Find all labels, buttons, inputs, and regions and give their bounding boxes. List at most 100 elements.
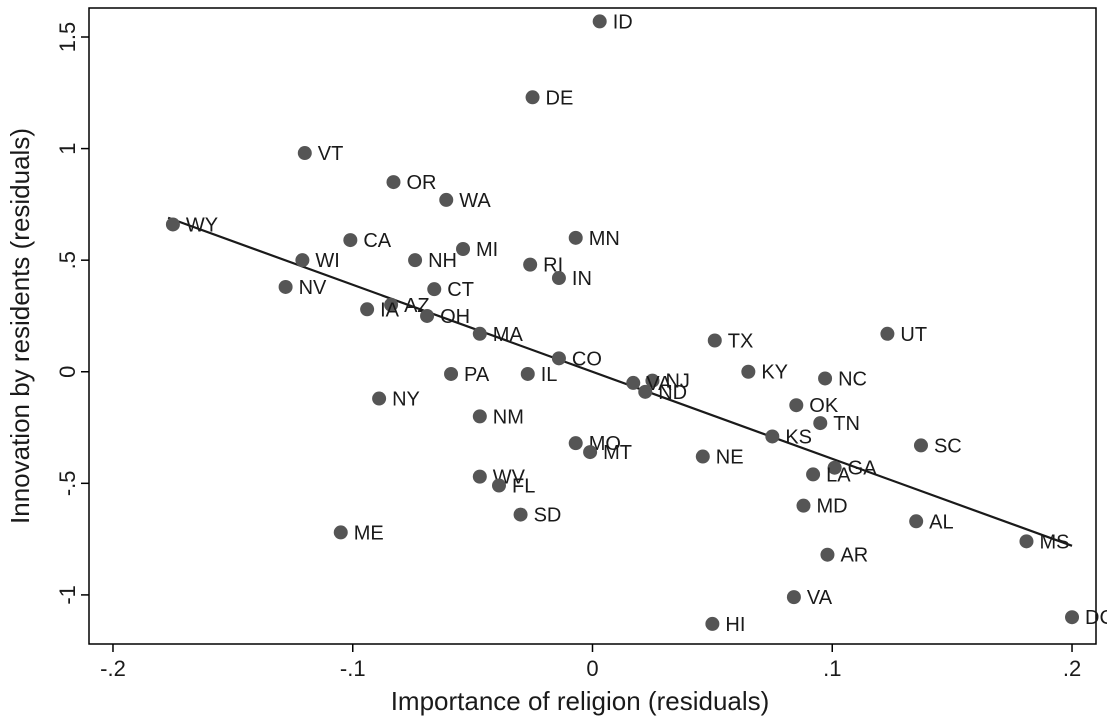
data-point-label: ME	[354, 522, 384, 544]
data-point-label: NH	[428, 250, 457, 272]
data-point	[472, 409, 487, 424]
plot-frame	[88, 7, 1097, 645]
fitted-regression-line	[167, 216, 1073, 547]
data-point-label: VT	[318, 143, 344, 165]
data-point-label: IA	[380, 299, 400, 321]
x-tick-label: .2	[1063, 656, 1081, 681]
data-point	[372, 391, 387, 406]
data-point-label: CO	[572, 348, 602, 370]
data-point-label: OH	[440, 306, 470, 328]
x-tick-label: .1	[823, 656, 841, 681]
data-point	[638, 384, 653, 399]
data-point-label: ID	[613, 11, 633, 33]
data-point-label: NY	[392, 389, 420, 411]
data-point	[705, 616, 720, 631]
data-point-label: DC	[1085, 607, 1107, 629]
data-point-label: WI	[315, 250, 339, 272]
data-point	[551, 271, 566, 286]
data-point-label: CT	[447, 279, 474, 301]
y-tick-label: -1	[55, 585, 80, 605]
data-point	[741, 364, 756, 379]
data-point-label: OR	[406, 172, 436, 194]
data-point-label: NE	[716, 447, 744, 469]
data-point-label: IL	[541, 364, 558, 386]
data-point-label: FL	[512, 476, 535, 498]
data-point	[568, 230, 583, 245]
data-point-label: SD	[534, 505, 562, 527]
data-point-label: SC	[934, 435, 962, 457]
data-point-label: KS	[785, 426, 812, 448]
data-point	[420, 308, 435, 323]
data-point	[818, 371, 833, 386]
data-point	[513, 507, 528, 522]
data-point-label: AR	[840, 545, 868, 567]
data-point-label: KY	[761, 362, 788, 384]
data-point	[384, 297, 399, 312]
data-point	[1065, 610, 1080, 625]
data-point	[525, 90, 540, 105]
data-point-label: TN	[833, 413, 860, 435]
data-point-label: NV	[299, 277, 327, 299]
x-tick-label: -.2	[100, 656, 126, 681]
data-point	[583, 445, 598, 460]
data-point-label: HI	[725, 614, 745, 636]
data-point	[806, 467, 821, 482]
data-point-label: PA	[464, 364, 490, 386]
data-point-label: IN	[572, 268, 592, 290]
x-axis-ticks: -.2 -.1 0 .1 .2	[100, 644, 1081, 681]
data-point-label: MD	[816, 496, 847, 518]
data-point-label: MS	[1039, 531, 1069, 553]
data-point-label: NJ	[665, 371, 689, 393]
data-point	[297, 146, 312, 161]
data-point-label: MI	[476, 239, 498, 261]
data-point-label: WA	[459, 190, 491, 212]
data-point	[444, 366, 459, 381]
data-point	[786, 590, 801, 605]
y-tick-label: -.5	[55, 470, 80, 496]
data-point	[472, 469, 487, 484]
data-point	[408, 253, 423, 268]
data-point	[165, 217, 180, 232]
data-point	[645, 373, 660, 388]
data-point	[592, 14, 607, 29]
data-point	[386, 175, 401, 190]
data-point	[551, 351, 566, 366]
y-axis-ticks: -1 -.5 0 .5 1 1.5	[55, 22, 89, 605]
data-point-label: LA	[826, 464, 851, 486]
data-point	[427, 282, 442, 297]
y-tick-label: 1.5	[55, 22, 80, 53]
data-point	[796, 498, 811, 513]
data-point-label: ND	[658, 382, 687, 404]
data-point	[820, 547, 835, 562]
data-point	[789, 398, 804, 413]
y-tick-label: 1	[55, 142, 80, 154]
data-point-label: TX	[728, 331, 754, 353]
data-point	[456, 242, 471, 257]
data-point	[360, 302, 375, 317]
data-point	[520, 366, 535, 381]
data-point	[813, 416, 828, 431]
data-point	[343, 233, 358, 248]
data-point-label: MN	[589, 228, 620, 250]
data-point	[568, 436, 583, 451]
data-point	[1019, 534, 1034, 549]
data-point	[880, 326, 895, 341]
data-point-label: MA	[493, 324, 524, 346]
data-point	[523, 257, 538, 272]
data-point	[295, 253, 310, 268]
data-point-label: GA	[848, 458, 878, 480]
data-point	[909, 514, 924, 529]
y-tick-label: 0	[55, 366, 80, 378]
data-point	[491, 478, 506, 493]
data-point-label: MT	[603, 442, 632, 464]
data-point-label: AL	[929, 511, 953, 533]
data-point	[913, 438, 928, 453]
data-point-label: NM	[493, 406, 524, 428]
data-point	[765, 429, 780, 444]
x-tick-label: -.1	[340, 656, 366, 681]
data-point-label: OK	[809, 395, 839, 417]
data-point	[695, 449, 710, 464]
data-point	[626, 375, 641, 390]
